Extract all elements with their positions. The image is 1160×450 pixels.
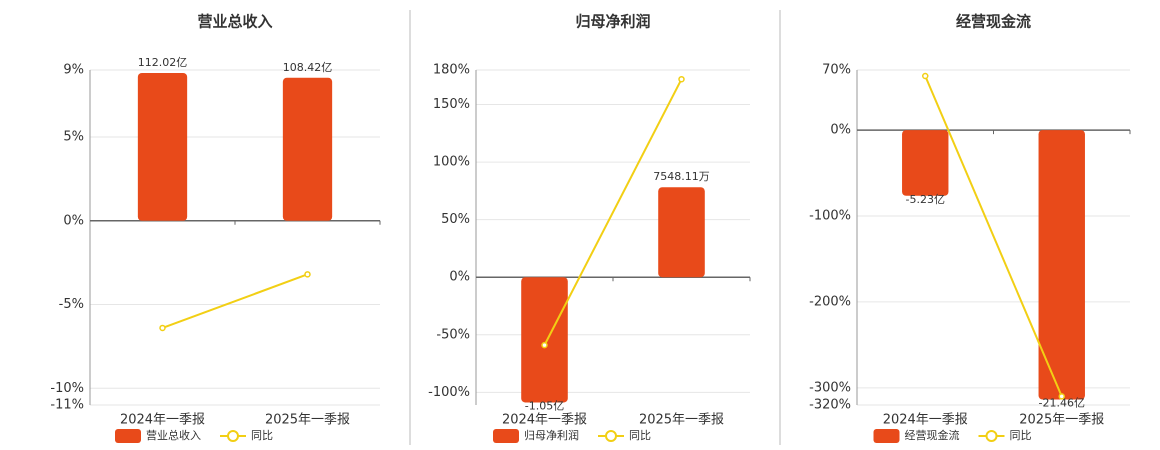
y-tick-label: 50%: [441, 212, 470, 227]
x-tick-label: 2025年一季报: [265, 413, 350, 428]
legend-point: [605, 430, 617, 442]
bar-label: -5.23亿: [906, 193, 945, 206]
yoy-line: [543, 78, 683, 346]
legend-label: 经营现金流: [905, 428, 960, 442]
yoy-point: [159, 324, 166, 332]
y-tick-label: -10%: [50, 381, 84, 396]
yoy-point: [922, 72, 929, 80]
chart-title: 经营现金流: [956, 13, 1031, 31]
yoy-point: [541, 341, 548, 349]
chart-title: 归母净利润: [575, 13, 650, 31]
bar-label: 112.02亿: [138, 56, 188, 69]
legend-swatch: [873, 429, 900, 443]
y-tick-label: 0%: [63, 213, 84, 228]
y-tick-label: 0%: [830, 123, 851, 138]
bar-label: 108.42亿: [283, 61, 333, 74]
y-tick-label: -100%: [428, 385, 470, 400]
y-tick-label: 100%: [433, 155, 470, 170]
x-tick-label: 2024年一季报: [883, 413, 968, 428]
legend-label: 同比: [629, 429, 651, 442]
x-tick-label: 2024年一季报: [120, 413, 205, 428]
bar: [282, 77, 333, 221]
y-tick-label: 70%: [822, 63, 851, 78]
yoy-point: [678, 75, 685, 83]
yoy-point: [1058, 393, 1065, 400]
yoy-line: [162, 273, 308, 329]
y-tick-label: -300%: [809, 380, 851, 395]
bar: [137, 73, 188, 221]
y-tick-label: -5%: [59, 297, 84, 312]
y-tick-label: 0%: [449, 270, 470, 285]
y-tick-label: -200%: [809, 294, 851, 309]
legend-point: [985, 430, 998, 442]
y-tick-label: -100%: [809, 209, 851, 224]
y-tick-label: 180%: [433, 63, 470, 78]
bar: [1038, 130, 1085, 400]
x-tick-label: 2024年一季报: [502, 413, 587, 428]
y-tick-label: -11%: [50, 398, 84, 413]
x-tick-label: 2025年一季报: [639, 413, 724, 428]
bar: [902, 130, 949, 196]
yoy-line: [924, 75, 1063, 397]
y-tick-label: 9%: [63, 63, 84, 78]
legend-label: 营业总收入: [146, 428, 201, 442]
legend-label: 同比: [1010, 429, 1032, 442]
yoy-point: [304, 271, 311, 278]
chart-title: 营业总收入: [197, 13, 272, 31]
bar: [521, 277, 568, 403]
x-tick-label: 2025年一季报: [1019, 413, 1104, 428]
y-tick-label: -320%: [809, 398, 851, 413]
legend-swatch: [493, 429, 519, 443]
legend-swatch: [115, 429, 141, 443]
bar-label: -21.46亿: [1039, 397, 1085, 410]
bar-label: -1.05亿: [525, 399, 564, 412]
legend-point: [227, 430, 239, 442]
legend-label: 归母净利润: [524, 428, 579, 442]
y-tick-label: 150%: [433, 97, 470, 112]
legend-label: 同比: [251, 429, 273, 442]
bar: [658, 187, 705, 278]
y-tick-label: -50%: [436, 327, 470, 342]
y-tick-label: 5%: [63, 130, 84, 145]
bar-label: 7548.11万: [653, 170, 710, 183]
